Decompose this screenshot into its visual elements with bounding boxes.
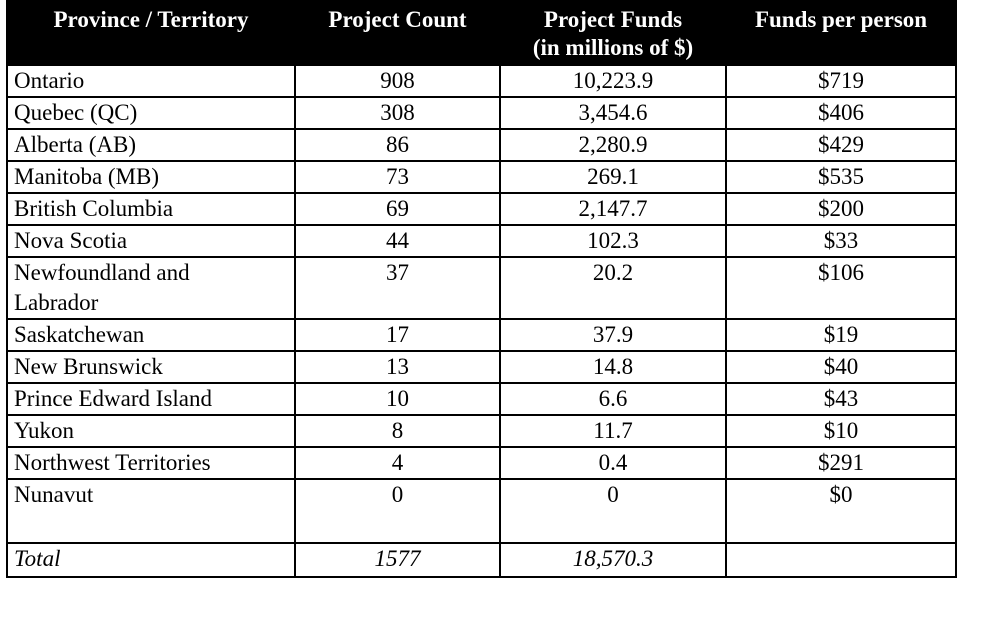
cell-funds: 0.4 bbox=[499, 446, 727, 480]
table-row: New Brunswick 13 14.8 $40 bbox=[6, 350, 957, 384]
cell-per-person: $429 bbox=[725, 128, 957, 162]
cell-count: 86 bbox=[294, 128, 501, 162]
cell-funds: 37.9 bbox=[499, 318, 727, 352]
total-count: 1577 bbox=[294, 542, 501, 578]
cell-count: 17 bbox=[294, 318, 501, 352]
cell-funds: 0 bbox=[499, 478, 727, 544]
cell-province-line1: Newfoundland and bbox=[14, 260, 190, 285]
header-project-funds-line1: Project Funds bbox=[543, 7, 683, 32]
table-row: Nunavut 0 0 $0 bbox=[6, 478, 957, 544]
cell-province: Saskatchewan bbox=[6, 318, 296, 352]
cell-per-person: $10 bbox=[725, 414, 957, 448]
cell-funds: 10,223.9 bbox=[499, 64, 727, 98]
cell-funds: 14.8 bbox=[499, 350, 727, 384]
cell-per-person: $291 bbox=[725, 446, 957, 480]
cell-province: Quebec (QC) bbox=[6, 96, 296, 130]
cell-count: 4 bbox=[294, 446, 501, 480]
cell-count: 13 bbox=[294, 350, 501, 384]
header-project-count: Project Count bbox=[294, 0, 501, 66]
total-per-person bbox=[725, 542, 957, 578]
cell-funds: 102.3 bbox=[499, 224, 727, 258]
cell-per-person: $0 bbox=[725, 478, 957, 544]
total-row: Total 1577 18,570.3 bbox=[6, 542, 957, 578]
table-row: Newfoundland and Labrador 37 20.2 $106 bbox=[6, 256, 957, 320]
cell-count: 44 bbox=[294, 224, 501, 258]
table-row: Quebec (QC) 308 3,454.6 $406 bbox=[6, 96, 957, 130]
cell-per-person: $106 bbox=[725, 256, 957, 320]
cell-per-person: $535 bbox=[725, 160, 957, 194]
cell-funds: 6.6 bbox=[499, 382, 727, 416]
table-body: Ontario 908 10,223.9 $719 Quebec (QC) 30… bbox=[6, 64, 957, 578]
cell-funds: 269.1 bbox=[499, 160, 727, 194]
header-province: Province / Territory bbox=[6, 0, 296, 66]
cell-per-person: $40 bbox=[725, 350, 957, 384]
cell-province: Prince Edward Island bbox=[6, 382, 296, 416]
header-row: Province / Territory Project Count Proje… bbox=[6, 0, 957, 66]
cell-count: 69 bbox=[294, 192, 501, 226]
cell-funds: 11.7 bbox=[499, 414, 727, 448]
header-funds-per-person: Funds per person bbox=[725, 0, 957, 66]
cell-province-line2: Labrador bbox=[14, 290, 99, 315]
cell-province: Nova Scotia bbox=[6, 224, 296, 258]
cell-province: Alberta (AB) bbox=[6, 128, 296, 162]
cell-per-person: $33 bbox=[725, 224, 957, 258]
cell-funds: 3,454.6 bbox=[499, 96, 727, 130]
table-header: Province / Territory Project Count Proje… bbox=[6, 0, 957, 66]
cell-funds: 2,280.9 bbox=[499, 128, 727, 162]
table-row: Prince Edward Island 10 6.6 $43 bbox=[6, 382, 957, 416]
cell-per-person: $43 bbox=[725, 382, 957, 416]
table-row: Ontario 908 10,223.9 $719 bbox=[6, 64, 957, 98]
cell-count: 908 bbox=[294, 64, 501, 98]
cell-count: 308 bbox=[294, 96, 501, 130]
cell-count: 37 bbox=[294, 256, 501, 320]
cell-province: Yukon bbox=[6, 414, 296, 448]
total-label: Total bbox=[6, 542, 296, 578]
cell-province: Manitoba (MB) bbox=[6, 160, 296, 194]
cell-count: 8 bbox=[294, 414, 501, 448]
table-row: Yukon 8 11.7 $10 bbox=[6, 414, 957, 448]
table-row: Saskatchewan 17 37.9 $19 bbox=[6, 318, 957, 352]
cell-count: 73 bbox=[294, 160, 501, 194]
cell-count: 10 bbox=[294, 382, 501, 416]
table-row: Alberta (AB) 86 2,280.9 $429 bbox=[6, 128, 957, 162]
cell-funds: 20.2 bbox=[499, 256, 727, 320]
cell-per-person: $719 bbox=[725, 64, 957, 98]
header-project-funds-line2: (in millions of $) bbox=[532, 35, 694, 60]
funding-table: Province / Territory Project Count Proje… bbox=[6, 0, 957, 578]
table-row: Nova Scotia 44 102.3 $33 bbox=[6, 224, 957, 258]
cell-province: Nunavut bbox=[6, 478, 296, 544]
cell-per-person: $19 bbox=[725, 318, 957, 352]
cell-per-person: $406 bbox=[725, 96, 957, 130]
cell-province: Newfoundland and Labrador bbox=[6, 256, 296, 320]
total-funds: 18,570.3 bbox=[499, 542, 727, 578]
table-row: Manitoba (MB) 73 269.1 $535 bbox=[6, 160, 957, 194]
table-row: Northwest Territories 4 0.4 $291 bbox=[6, 446, 957, 480]
cell-per-person: $200 bbox=[725, 192, 957, 226]
cell-province: British Columbia bbox=[6, 192, 296, 226]
cell-province: Northwest Territories bbox=[6, 446, 296, 480]
cell-funds: 2,147.7 bbox=[499, 192, 727, 226]
table-row: British Columbia 69 2,147.7 $200 bbox=[6, 192, 957, 226]
cell-province: Ontario bbox=[6, 64, 296, 98]
cell-count: 0 bbox=[294, 478, 501, 544]
header-project-funds: Project Funds (in millions of $) bbox=[499, 0, 727, 66]
cell-province: New Brunswick bbox=[6, 350, 296, 384]
